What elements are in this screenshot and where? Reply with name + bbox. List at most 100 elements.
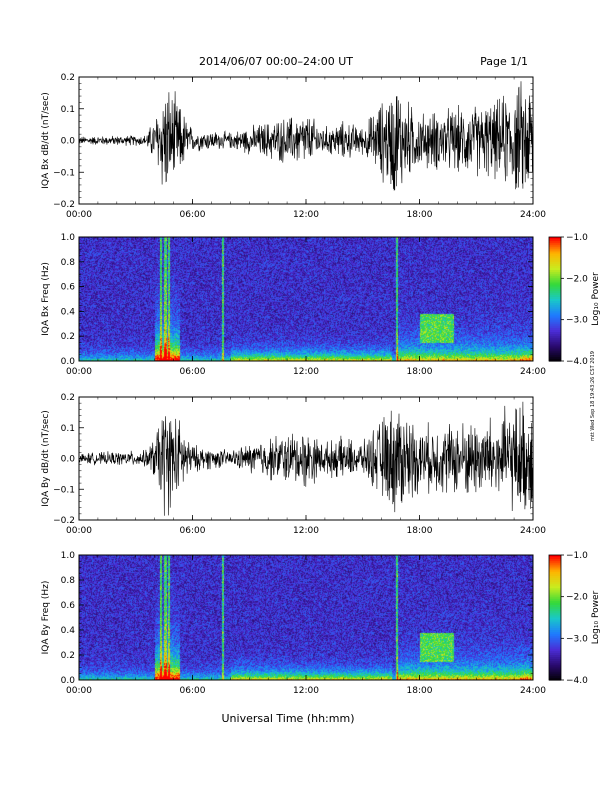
- colorbar-segment: [549, 253, 561, 257]
- colorbar-segment: [549, 247, 561, 250]
- colorbar-segment: [549, 239, 561, 242]
- colorbar-segment: [549, 563, 561, 567]
- x-tick-label: 18:00: [407, 686, 433, 696]
- colorbar-segment: [549, 327, 561, 331]
- y-axis-label: IQA By dB/dt (nT/sec): [41, 410, 51, 507]
- colorbar-segment: [549, 249, 561, 253]
- x-tick-label: 06:00: [180, 210, 206, 220]
- colorbar-frame: [548, 236, 562, 362]
- colorbar-segment: [549, 292, 561, 296]
- colorbar-segment: [549, 623, 561, 627]
- y-tick-label: 1.0: [61, 233, 76, 243]
- colorbar-tick-label: −3.0: [566, 634, 588, 644]
- y-tick-label: 0.2: [61, 73, 75, 83]
- colorbar-segment: [549, 640, 561, 644]
- colorbar-segment: [549, 611, 561, 614]
- x-tick-label: 18:00: [407, 526, 433, 536]
- x-tick-label: 12:00: [293, 526, 319, 536]
- colorbar-segment: [549, 600, 561, 604]
- colorbar-segment: [549, 330, 561, 333]
- colorbar-segment: [549, 584, 561, 587]
- colorbar-segment: [549, 596, 561, 600]
- colorbar-label: Log₁₀ Power: [591, 591, 601, 645]
- trace-line: [78, 401, 534, 516]
- colorbar-segment: [549, 346, 561, 350]
- x-tick-label: 00:00: [66, 526, 92, 536]
- y-tick-label: −0.1: [53, 168, 75, 178]
- colorbar-segment: [549, 607, 561, 610]
- page-indicator: Page 1/1: [480, 55, 528, 68]
- colorbar-tick-label: −3.0: [566, 316, 588, 326]
- colorbar-segment: [549, 309, 561, 312]
- colorbar-segment: [549, 257, 561, 261]
- colorbar-segment: [549, 315, 561, 319]
- colorbar-segment: [549, 630, 561, 633]
- colorbar-tick-label: −2.0: [566, 593, 588, 603]
- colorbar-segment: [549, 268, 561, 271]
- colorbar-segment: [549, 650, 561, 654]
- colorbar-segment: [549, 265, 561, 269]
- y-tick-label: 0.0: [61, 455, 76, 465]
- colorbar-segment: [549, 278, 561, 281]
- colorbar-frame: [548, 554, 562, 681]
- colorbar-segment: [549, 274, 561, 277]
- colorbar-segment: [549, 592, 561, 596]
- colorbar-segment: [549, 241, 561, 244]
- y-tick-label: 0.0: [61, 357, 76, 367]
- spectrogram-image: [79, 555, 533, 680]
- colorbar-tick-label: −4.0: [566, 357, 588, 367]
- y-tick-label: 0.1: [61, 105, 75, 115]
- y-tick-label: 0.8: [61, 576, 76, 586]
- colorbar-segment: [549, 321, 561, 325]
- y-tick-label: 1.0: [61, 551, 76, 561]
- colorbar-segment: [549, 567, 561, 571]
- y-tick-label: 0.4: [61, 307, 76, 317]
- colorbar-segment: [549, 301, 561, 304]
- colorbar-segment: [549, 677, 561, 681]
- colorbar-segment: [549, 625, 561, 629]
- colorbar-segment: [549, 288, 561, 292]
- figure-title: 2014/06/07 00:00–24:00 UT: [199, 55, 353, 68]
- colorbar-segment: [549, 675, 561, 679]
- colorbar-segment: [549, 358, 561, 362]
- colorbar-segment: [549, 634, 561, 637]
- colorbar-segment: [549, 270, 561, 273]
- colorbar-segment: [549, 319, 561, 323]
- colorbar-segment: [549, 657, 561, 660]
- colorbar-segment: [549, 555, 561, 558]
- colorbar-segment: [549, 303, 561, 306]
- colorbar-segment: [549, 586, 561, 589]
- side-stamp: mtt Wed Sep 18 19:43:26 CST 2019: [590, 351, 596, 441]
- x-tick-label: 06:00: [180, 526, 206, 536]
- colorbar-segment: [549, 317, 561, 321]
- colorbar-segment: [549, 652, 561, 656]
- x-tick-label: 24:00: [520, 210, 546, 220]
- colorbar-segment: [549, 332, 561, 335]
- x-tick-label: 12:00: [293, 367, 319, 377]
- y-tick-label: 0.8: [61, 258, 76, 268]
- trace-line: [78, 81, 534, 191]
- colorbar-segment: [549, 644, 561, 648]
- colorbar-segment: [549, 282, 561, 286]
- colorbar-segment: [549, 573, 561, 577]
- colorbar-segment: [549, 323, 561, 327]
- colorbar-segment: [549, 350, 561, 354]
- colorbar-segment: [549, 577, 561, 581]
- y-tick-label: 0.4: [61, 626, 76, 636]
- colorbar-segment: [549, 648, 561, 652]
- colorbar-segment: [549, 272, 561, 275]
- colorbar-segment: [549, 580, 561, 583]
- x-tick-label: 18:00: [407, 367, 433, 377]
- y-tick-label: −0.1: [53, 485, 75, 495]
- x-tick-label: 24:00: [520, 526, 546, 536]
- x-tick-label: 24:00: [520, 367, 546, 377]
- colorbar-segment: [549, 356, 561, 360]
- colorbar-segment: [549, 342, 561, 346]
- colorbar-segment: [549, 280, 561, 284]
- x-tick-label: 12:00: [293, 210, 319, 220]
- colorbar-segment: [549, 557, 561, 560]
- colorbar-segment: [549, 255, 561, 259]
- colorbar-segment: [549, 338, 561, 341]
- colorbar-segment: [549, 334, 561, 337]
- x-tick-label: 00:00: [66, 367, 92, 377]
